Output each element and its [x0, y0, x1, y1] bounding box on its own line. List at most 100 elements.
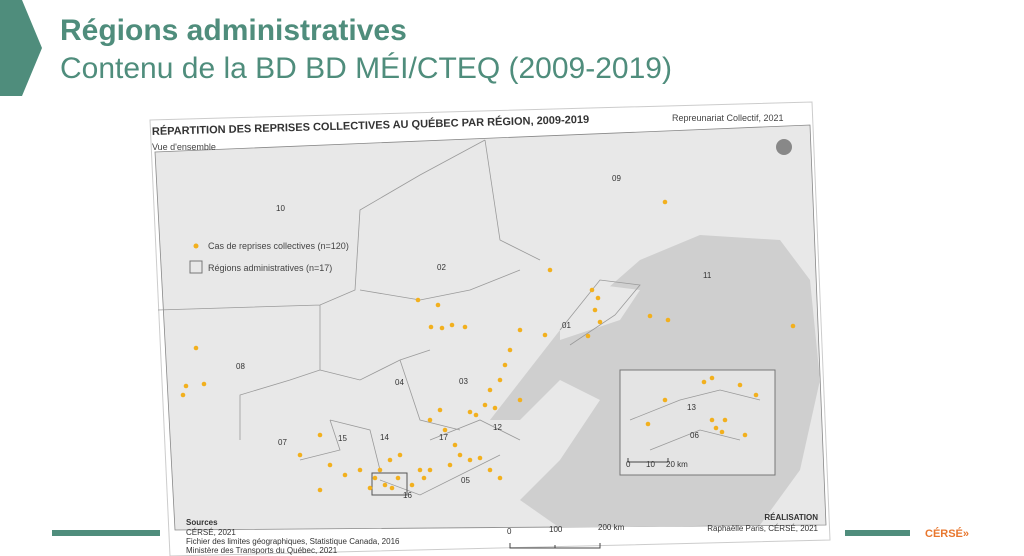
case-point [507, 347, 513, 353]
region-boundaries [157, 139, 641, 496]
footer-bar [52, 530, 160, 536]
scale-label: 0 [507, 527, 512, 536]
region-label: 08 [236, 362, 245, 371]
sources-line: Fichier des limites géographiques, Stati… [186, 537, 400, 546]
region-label: 16 [403, 491, 412, 500]
case-point [547, 267, 553, 273]
case-point [742, 432, 748, 438]
case-point [193, 345, 199, 351]
inset-scale-bar [627, 458, 669, 463]
scale-bar [509, 543, 601, 549]
case-point [415, 297, 421, 303]
footer-bar [845, 530, 910, 536]
case-point [387, 457, 393, 463]
case-point [447, 462, 453, 468]
case-point [662, 199, 668, 205]
region-label: 15 [338, 434, 347, 443]
case-point [719, 429, 725, 435]
case-point [722, 417, 728, 423]
case-point [597, 319, 603, 325]
case-point [790, 323, 796, 329]
case-point [442, 427, 448, 433]
case-point [435, 302, 441, 308]
north-arrow [776, 139, 792, 155]
case-point [357, 467, 363, 473]
region-label: 04 [395, 378, 404, 387]
inset-scale-label: 20 km [666, 460, 688, 469]
case-point [417, 467, 423, 473]
case-point [477, 455, 483, 461]
region-label: 14 [380, 433, 389, 442]
region-label: 13 [687, 403, 696, 412]
region-label: 01 [562, 321, 571, 330]
case-point [473, 412, 479, 418]
scale-label: 200 km [598, 523, 625, 532]
case-point [737, 382, 743, 388]
case-point [317, 487, 323, 493]
case-point [645, 421, 651, 427]
map-subtitle: Vue d'ensemble [152, 142, 216, 152]
case-point [389, 485, 395, 491]
sources-line: CÉRSÉ, 2021 [186, 528, 236, 537]
case-point [377, 467, 383, 473]
case-point [183, 383, 189, 389]
legend-symbol [193, 243, 199, 249]
realisation-line: Raphaëlle Paris, CÉRSÉ, 2021 [707, 524, 818, 533]
region-label: 11 [703, 271, 712, 280]
legend-label: Régions administratives (n=17) [208, 263, 332, 273]
case-point [367, 485, 373, 491]
region-label: 03 [459, 377, 468, 386]
case-point [713, 425, 719, 431]
case-point [497, 377, 503, 383]
case-point [428, 324, 434, 330]
sources-heading: Sources [186, 518, 218, 527]
case-point [517, 327, 523, 333]
region-label: 17 [439, 433, 448, 442]
case-point [449, 322, 455, 328]
inset-scale-label: 0 [626, 460, 631, 469]
inset-locator [371, 472, 408, 496]
case-point [452, 442, 458, 448]
case-point [427, 417, 433, 423]
case-point [372, 475, 378, 481]
case-point [467, 457, 473, 463]
slide-subtitle: Contenu de la BD BD MÉI/CTEQ (2009-2019) [60, 52, 672, 85]
region-label: 09 [612, 174, 621, 183]
case-point [647, 313, 653, 319]
case-point [589, 287, 595, 293]
case-point [592, 307, 598, 313]
case-point [585, 333, 591, 339]
inset-scale-label: 10 [646, 460, 655, 469]
case-point [482, 402, 488, 408]
gaspesie [560, 280, 640, 340]
case-point [462, 324, 468, 330]
case-point [467, 409, 473, 415]
case-point [542, 332, 548, 338]
legend-symbol [189, 260, 203, 274]
case-point [342, 472, 348, 478]
case-point [201, 381, 207, 387]
scale-label: 100 [549, 525, 563, 534]
region-label: 05 [461, 476, 470, 485]
case-point [439, 325, 445, 331]
case-point [487, 467, 493, 473]
case-point [517, 397, 523, 403]
case-point [662, 397, 668, 403]
case-point [497, 475, 503, 481]
case-point [665, 317, 671, 323]
logo: CÉRSÉ» [925, 527, 969, 540]
case-point [437, 407, 443, 413]
case-point [502, 362, 508, 368]
case-point [492, 405, 498, 411]
case-point [595, 295, 601, 301]
legend-label: Cas de reprises collectives (n=120) [208, 241, 349, 251]
case-point [327, 462, 333, 468]
case-point [409, 482, 415, 488]
case-point [427, 467, 433, 473]
case-point [317, 432, 323, 438]
case-point [297, 452, 303, 458]
map: RÉPARTITION DES REPRISES COLLECTIVES AU … [149, 101, 831, 556]
case-point [397, 452, 403, 458]
region-label: 12 [493, 423, 502, 432]
